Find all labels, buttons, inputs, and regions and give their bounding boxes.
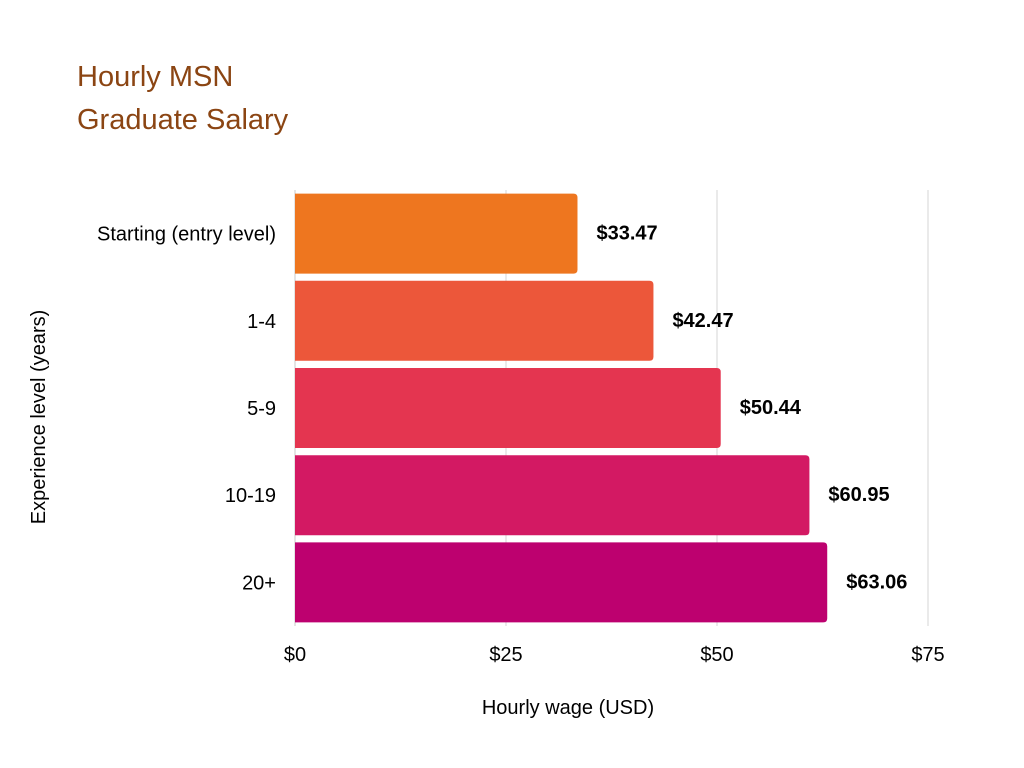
category-label-0: Starting (entry level) bbox=[97, 224, 276, 246]
x-tick-labels: $0 $25 $50 $75 bbox=[284, 644, 945, 666]
data-label-0: $33.47 bbox=[596, 223, 657, 245]
data-label-2: $50.44 bbox=[740, 397, 802, 419]
category-label-4: 20+ bbox=[242, 572, 276, 594]
bar-4 bbox=[295, 542, 828, 623]
x-tick-label-2: $50 bbox=[700, 644, 733, 666]
bars bbox=[295, 193, 828, 623]
bar-0 bbox=[295, 193, 578, 274]
x-axis-title: Hourly wage (USD) bbox=[482, 697, 654, 719]
chart-title-line-1: Hourly MSN bbox=[77, 61, 234, 93]
bar-3 bbox=[295, 455, 810, 536]
y-axis-title: Experience level (years) bbox=[28, 310, 50, 525]
bar-2 bbox=[295, 368, 721, 448]
chart-title-line-2: Graduate Salary bbox=[77, 104, 289, 136]
data-labels: $33.47 $42.47 $50.44 $60.95 $63.06 bbox=[596, 223, 907, 594]
x-tick-label-1: $25 bbox=[489, 644, 522, 666]
category-label-1: 1-4 bbox=[247, 311, 276, 333]
data-label-1: $42.47 bbox=[672, 310, 733, 332]
x-tick-label-0: $0 bbox=[284, 644, 306, 666]
category-labels: Starting (entry level) 1-4 5-9 10-19 20+ bbox=[97, 224, 276, 595]
data-label-3: $60.95 bbox=[828, 484, 889, 506]
category-label-3: 10-19 bbox=[225, 485, 276, 507]
data-label-4: $63.06 bbox=[846, 571, 907, 593]
x-tick-label-3: $75 bbox=[911, 644, 944, 666]
category-label-2: 5-9 bbox=[247, 398, 276, 420]
bar-1 bbox=[295, 280, 654, 361]
